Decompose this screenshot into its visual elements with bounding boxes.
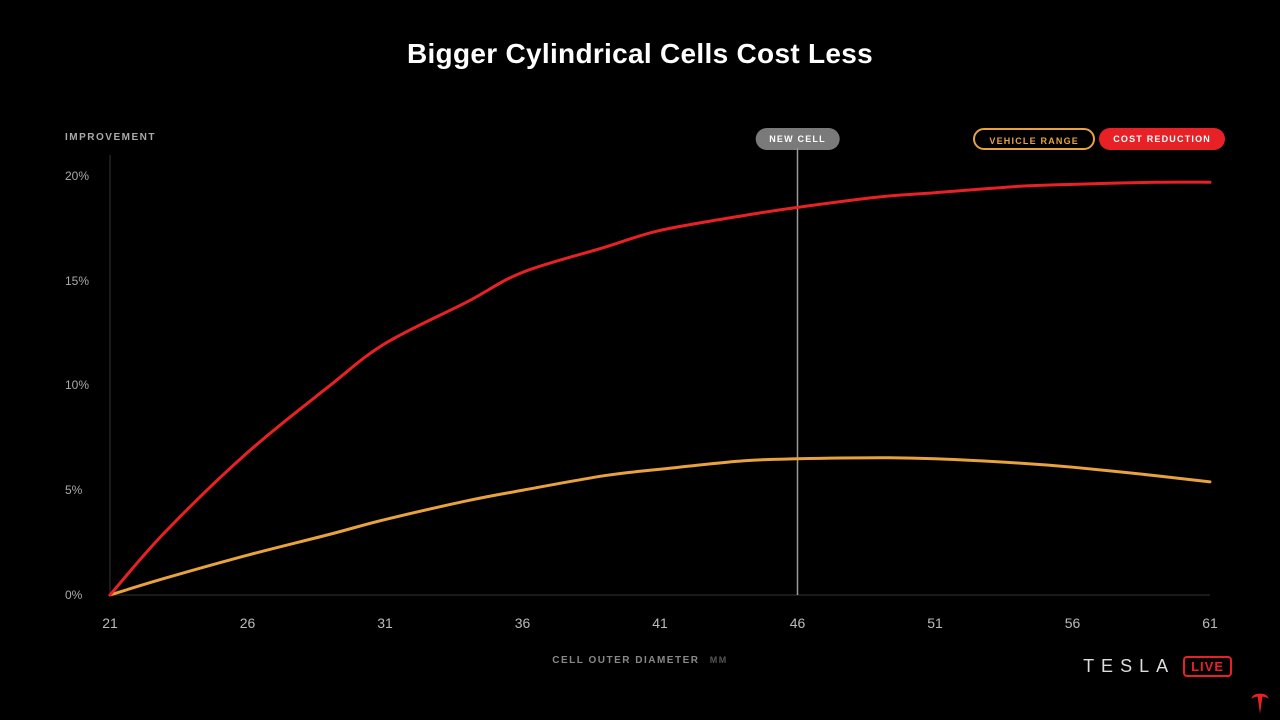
x-tick: 46 bbox=[790, 615, 806, 631]
x-tick: 56 bbox=[1065, 615, 1081, 631]
x-tick: 36 bbox=[515, 615, 531, 631]
x-axis-label-text: CELL OUTER DIAMETER bbox=[552, 655, 699, 666]
line-chart bbox=[0, 0, 1280, 720]
x-tick: 31 bbox=[377, 615, 393, 631]
y-tick: 20% bbox=[65, 169, 89, 183]
tesla-live-logo: TESLA LIVE bbox=[1083, 654, 1232, 678]
x-tick: 21 bbox=[102, 615, 118, 631]
tesla-wordmark: TESLA bbox=[1083, 656, 1175, 677]
x-axis-unit: MM bbox=[710, 655, 728, 665]
y-tick: 0% bbox=[65, 588, 82, 602]
tesla-t-icon bbox=[1250, 692, 1270, 714]
y-tick: 15% bbox=[65, 274, 89, 288]
y-tick: 5% bbox=[65, 483, 82, 497]
x-tick: 61 bbox=[1202, 615, 1218, 631]
x-tick: 41 bbox=[652, 615, 668, 631]
vehicle_range-line bbox=[110, 458, 1210, 595]
live-badge: LIVE bbox=[1183, 656, 1232, 677]
x-tick: 51 bbox=[927, 615, 943, 631]
x-tick: 26 bbox=[240, 615, 256, 631]
cost_reduction-line bbox=[110, 182, 1210, 595]
y-tick: 10% bbox=[65, 378, 89, 392]
